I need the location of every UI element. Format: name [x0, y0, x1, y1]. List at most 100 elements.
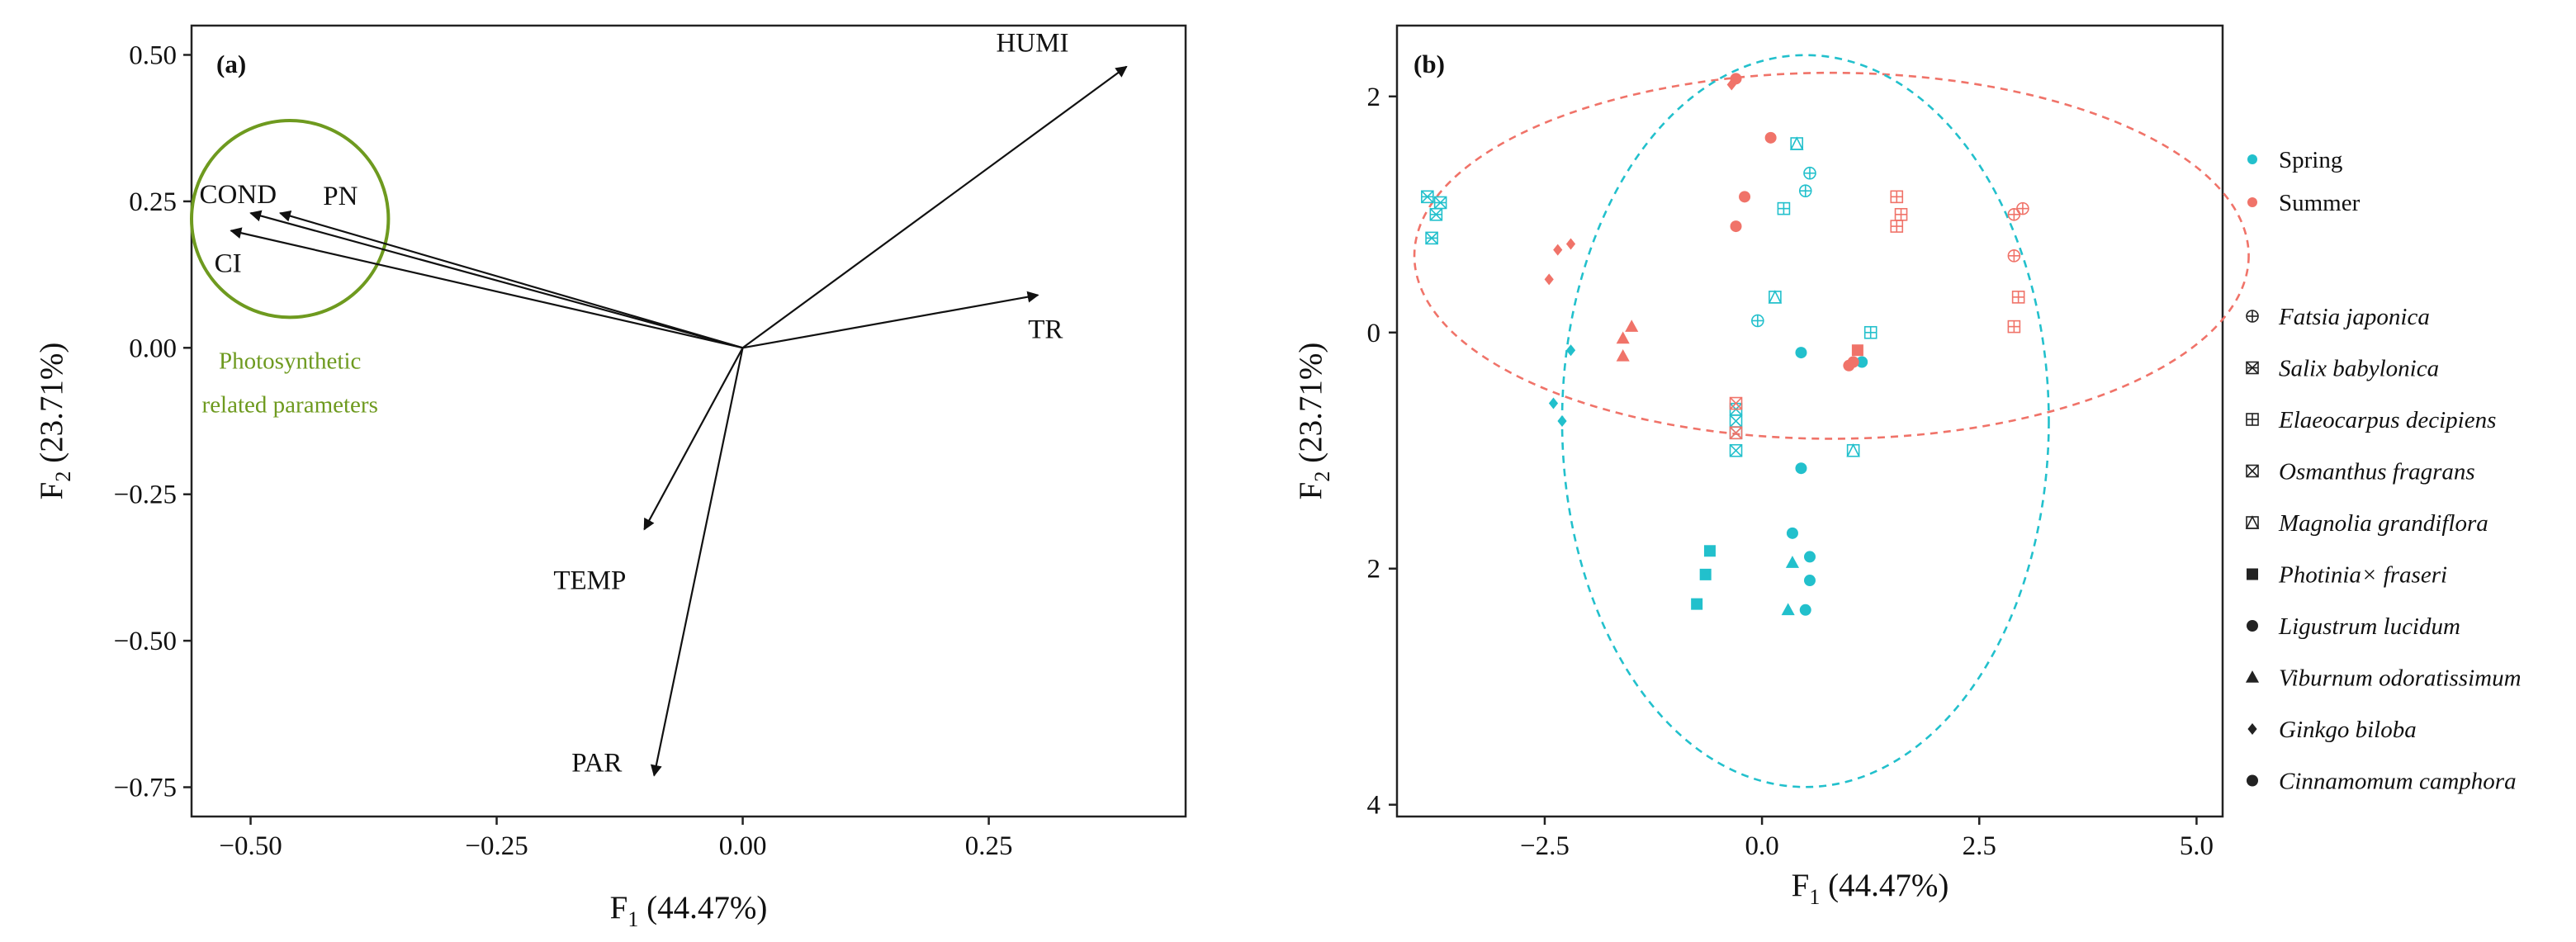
legend-swatch-spring: [2247, 154, 2257, 164]
score-point-spring: [1699, 568, 1712, 580]
score-point-summer: [1894, 207, 1908, 221]
panel-a-y-label: F2 (23.71%): [34, 343, 75, 500]
vector-label-cond: COND: [200, 180, 277, 210]
score-point-summer: [1843, 359, 1855, 372]
panel-a-y-label-main: F: [34, 482, 69, 500]
score-point-summer: [2016, 201, 2029, 215]
score-point-summer: [1890, 220, 1904, 233]
vector-label-ci: CI: [215, 249, 242, 278]
legend: Spring Summer Fatsia japonica Salix babylon…: [2245, 147, 2522, 795]
panel-b-x-label-main: F: [1792, 868, 1810, 903]
panel-b-frame: [1395, 24, 2224, 818]
panel-a-frame: [190, 24, 1187, 818]
score-point-spring: [1795, 347, 1807, 359]
score-point-summer: [1616, 348, 1630, 362]
y-tick-label: 2: [1367, 555, 1381, 585]
score-point-spring: [1846, 443, 1860, 457]
legend-marker-square-x: [2246, 464, 2259, 478]
y-tick-label: −0.50: [114, 627, 177, 656]
y-tick-label: 0.00: [129, 334, 177, 363]
vector-label-par: PAR: [571, 748, 622, 778]
panel-b-x-axis: −2.5 0.0 2.5 5.0: [1520, 817, 2214, 861]
score-point-summer: [1764, 131, 1777, 144]
y-tick-label: −0.75: [114, 774, 177, 803]
legend-species-label: Salix babylonica: [2279, 356, 2439, 382]
score-point-spring: [1803, 166, 1816, 180]
x-tick-label: −0.50: [219, 831, 282, 861]
score-point-spring: [1729, 443, 1743, 457]
score-point-spring: [1789, 136, 1804, 150]
legend-swatch-summer: [2247, 197, 2257, 207]
panel-a-label: (a): [216, 50, 246, 78]
score-point-summer: [1729, 396, 1743, 410]
score-point-summer: [1851, 344, 1863, 357]
score-point-spring: [1785, 556, 1799, 568]
legend-species-label: Viburnum odoratissimum: [2279, 665, 2522, 692]
y-tick-label: 4: [1367, 791, 1381, 821]
vector-humi: [741, 65, 1128, 349]
score-point-summer: [1890, 190, 1904, 204]
panel-a-x-label-suffix: (44.47%): [638, 890, 767, 925]
legend-species-label: Elaeocarpus decipiens: [2278, 407, 2496, 433]
score-point-spring: [1786, 527, 1798, 539]
legend-marker-square-triangle: [2245, 515, 2260, 529]
vector-ci: [230, 227, 743, 349]
panel-a: (a) −0.50 −0.25 0.00 0.25 0.50 0.25 0.00 −0.25…: [34, 24, 1187, 931]
y-tick-label: 2: [1367, 83, 1381, 112]
score-point-spring: [1768, 290, 1783, 304]
score-point-spring: [1804, 551, 1816, 563]
legend-marker-square-plus: [2246, 413, 2259, 426]
score-point-summer: [1553, 244, 1563, 256]
score-point-spring: [1799, 604, 1811, 616]
score-point-spring: [1691, 598, 1703, 610]
score-point-summer: [2007, 249, 2021, 263]
score-point-summer: [1544, 273, 1554, 286]
score-point-spring: [1557, 415, 1567, 427]
score-point-spring: [1795, 462, 1807, 475]
legend-marker-square: [2247, 568, 2258, 580]
legend-label-summer: Summer: [2279, 190, 2361, 216]
panel-a-y-label-suffix: (23.71%): [34, 343, 69, 471]
ellipse-spring: [1560, 54, 2050, 788]
legend-marker-diamond: [2247, 723, 2257, 735]
score-point-spring: [1777, 201, 1791, 215]
panel-a-x-label-main: F: [610, 890, 628, 925]
vector-label-pn: PN: [323, 182, 358, 211]
score-point-spring: [1548, 397, 1559, 409]
score-point-spring: [1565, 344, 1576, 357]
legend-label-spring: Spring: [2279, 147, 2342, 173]
legend-species-label: Fatsia japonica: [2278, 304, 2430, 330]
vector-tr: [742, 291, 1039, 349]
panel-a-y-axis: 0.50 0.25 0.00 −0.25 −0.50 −0.75: [114, 40, 192, 803]
ellipse-summer: [1413, 71, 2250, 440]
vector-label-humi: HUMI: [996, 29, 1068, 59]
legend-marker-circle: [2247, 620, 2258, 632]
score-point-spring: [1421, 190, 1434, 204]
legend-marker-square-star: [2246, 361, 2259, 375]
y-tick-label: 0: [1367, 319, 1381, 348]
score-point-summer: [1730, 73, 1742, 85]
photosynthetic-group: Photosynthetic related parameters: [190, 118, 391, 418]
y-tick-label: 0.25: [129, 187, 177, 217]
panel-b-y-label-main: F: [1293, 482, 1328, 500]
y-tick-label: 0.50: [129, 40, 177, 70]
legend-species-label: Osmanthus fragrans: [2279, 459, 2475, 485]
score-point-spring: [1798, 184, 1812, 197]
legend-species-label: Magnolia grandiflora: [2278, 510, 2488, 537]
legend-marker-circle-plus: [2246, 310, 2259, 323]
vector-temp: [643, 347, 744, 531]
panel-b-y-label: F2 (23.71%): [1293, 343, 1334, 500]
panel-a-x-label: F1 (44.47%): [610, 890, 768, 931]
score-points: [1421, 73, 2029, 616]
legend-marker-triangle: [2245, 670, 2260, 683]
x-tick-label: −2.5: [1520, 831, 1570, 861]
panel-a-x-axis: −0.50 −0.25 0.00 0.25: [219, 817, 1012, 861]
score-point-summer: [1625, 320, 1639, 332]
score-point-spring: [1781, 603, 1795, 616]
group-ellipses: [1413, 54, 2250, 788]
vector-label-temp: TEMP: [553, 566, 626, 595]
score-point-spring: [1804, 575, 1816, 587]
panel-b-y-label-suffix: (23.71%): [1293, 343, 1328, 471]
